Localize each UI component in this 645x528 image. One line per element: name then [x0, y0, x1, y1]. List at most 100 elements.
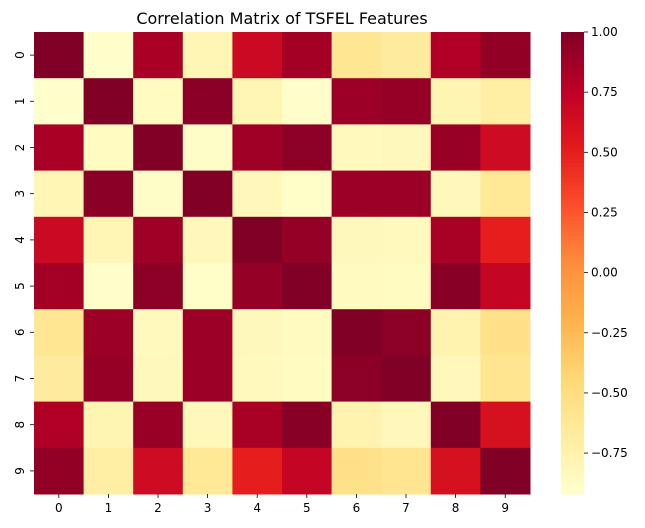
heatmap-cell-9-5: [282, 447, 333, 495]
colorbar-segment: [561, 259, 584, 264]
heatmap-cell-5-9: [480, 263, 531, 310]
colorbar-segment: [561, 289, 584, 295]
x-tick-label: 0: [55, 501, 63, 515]
heatmap-cell-9-2: [133, 447, 184, 495]
colorbar-segment: [561, 159, 584, 164]
colorbar-segment: [561, 128, 584, 133]
heatmap-cell-4-5: [282, 216, 333, 264]
heatmap-cell-9-0: [34, 447, 85, 495]
colorbar-segment: [561, 420, 584, 426]
heatmap-cell-2-6: [331, 124, 382, 172]
heatmap-cell-1-0: [34, 78, 85, 125]
colorbar-segment: [561, 109, 584, 114]
colorbar-segment: [561, 212, 584, 218]
heatmap-cell-9-8: [430, 447, 481, 495]
colorbar-segment: [561, 170, 584, 176]
heatmap-cell-9-3: [182, 447, 233, 495]
colorbar-segment: [561, 363, 584, 368]
colorbar-segment: [561, 228, 584, 233]
x-tick-label: 8: [452, 501, 460, 515]
colorbar-segment: [561, 139, 584, 145]
heatmap-cell-3-1: [83, 170, 134, 218]
y-tick-label: 5: [13, 282, 27, 290]
colorbar-segment: [561, 343, 584, 349]
heatmap-cell-5-3: [182, 263, 233, 310]
colorbar-segment: [561, 105, 584, 110]
heatmap-cell-2-7: [381, 124, 432, 172]
heatmap-cell-4-2: [133, 216, 184, 264]
colorbar-segment: [561, 209, 584, 214]
heatmap-cell-0-5: [282, 32, 333, 79]
heatmap-cell-7-2: [133, 355, 184, 403]
colorbar-segment: [561, 401, 584, 407]
colorbar-segment: [561, 293, 584, 299]
heatmap-cell-8-1: [83, 401, 134, 449]
colorbar-segment: [561, 424, 584, 430]
heatmap-cell-7-0: [34, 355, 85, 403]
colorbar-segment: [561, 174, 584, 179]
colorbar-segment: [561, 62, 584, 68]
colorbar-segment: [561, 143, 584, 149]
y-tick-label: 0: [13, 51, 27, 59]
colorbar-segment: [561, 428, 584, 433]
colorbar-segment: [561, 101, 584, 106]
heatmap-cell-1-8: [430, 78, 481, 125]
heatmap-cell-2-9: [480, 124, 531, 172]
colorbar-segment: [561, 74, 584, 79]
heatmap-cell-1-1: [83, 78, 134, 125]
colorbar-segment: [561, 393, 584, 399]
colorbar-segment: [561, 151, 584, 156]
colorbar-segment: [561, 436, 584, 441]
heatmap-cell-0-4: [232, 32, 283, 79]
colorbar-segment: [561, 224, 584, 229]
heatmap-cell-5-6: [331, 263, 382, 310]
colorbar-segment: [561, 55, 584, 60]
heatmap-cell-9-6: [331, 447, 382, 495]
colorbar-segment: [561, 459, 584, 464]
colorbar-segment: [561, 47, 584, 52]
heatmap-cell-1-9: [480, 78, 531, 125]
colorbar-segment: [561, 32, 584, 37]
colorbar-segment: [561, 478, 584, 484]
heatmap-cell-1-5: [282, 78, 333, 125]
heatmap-cell-2-4: [232, 124, 283, 172]
colorbar-segment: [561, 70, 584, 75]
heatmap-cell-5-2: [133, 263, 184, 310]
colorbar-segment: [561, 135, 584, 141]
colorbar-segment: [561, 197, 584, 202]
heatmap-cell-8-2: [133, 401, 184, 449]
heatmap-cell-6-1: [83, 309, 134, 356]
x-axis: 0 1 2 3 4 5 6 7 8 9: [55, 494, 509, 515]
colorbar-segment: [561, 255, 584, 260]
heatmap-cell-5-7: [381, 263, 432, 310]
colorbar-segment: [561, 340, 584, 345]
colorbar-segment: [561, 482, 584, 487]
colorbar-segment: [561, 301, 584, 306]
colorbar-segment: [561, 316, 584, 322]
colorbar-segment: [561, 189, 584, 195]
heatmap-cell-8-5: [282, 401, 333, 449]
heatmap-cell-9-7: [381, 447, 432, 495]
heatmap-cell-4-3: [182, 216, 233, 264]
heatmap-cell-1-7: [381, 78, 432, 125]
colorbar-segment: [561, 405, 584, 410]
heatmap-cell-7-8: [430, 355, 481, 403]
colorbar-segment: [561, 89, 584, 95]
heatmap-cell-2-1: [83, 124, 134, 172]
heatmap-cell-2-5: [282, 124, 333, 172]
colorbar-segment: [561, 470, 584, 476]
colorbar-segment: [561, 432, 584, 437]
heatmap-cell-8-3: [182, 401, 233, 449]
heatmap-cell-3-5: [282, 170, 333, 218]
colorbar-segment: [561, 186, 584, 191]
colorbar-segment: [561, 313, 584, 318]
colorbar-segment: [561, 243, 584, 249]
colorbar-segment: [561, 97, 584, 102]
heatmap-cell-0-2: [133, 32, 184, 79]
heatmap-cell-7-7: [381, 355, 432, 403]
colorbar-segment: [561, 374, 584, 380]
heatmap-cell-0-9: [480, 32, 531, 79]
heatmap-cell-4-8: [430, 216, 481, 264]
colorbar-segment: [561, 155, 584, 160]
heatmap-cell-3-7: [381, 170, 432, 218]
